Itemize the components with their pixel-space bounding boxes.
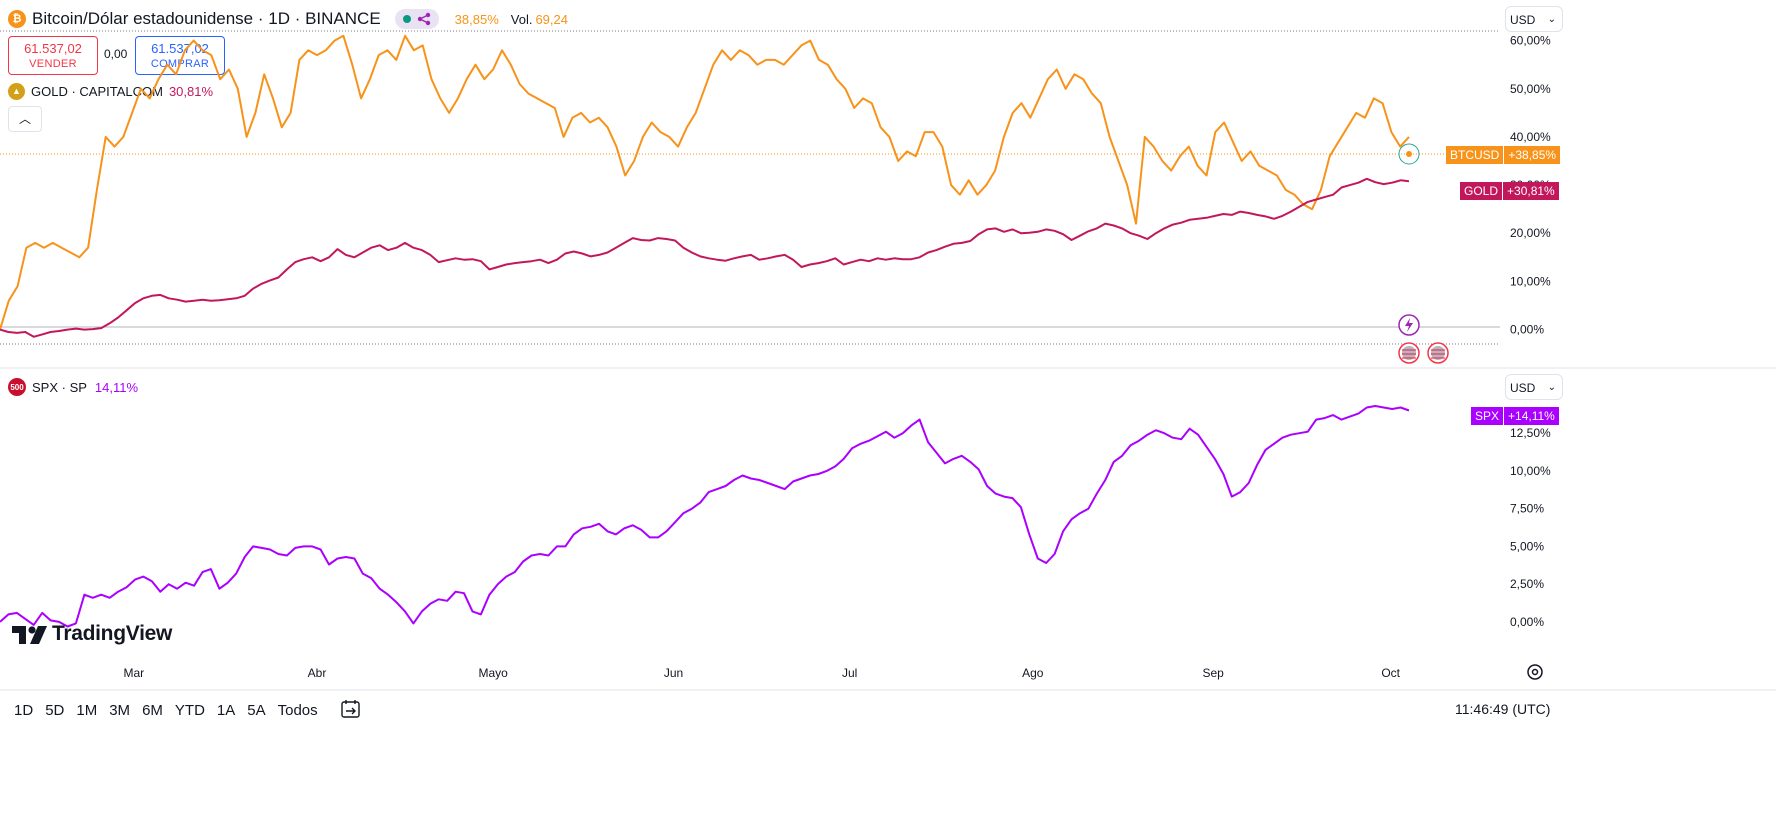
timeframe-bar: 1D 5D 1M 3M 6M YTD 1A 5A Todos xyxy=(14,700,318,720)
chevron-down-icon: ⌄ xyxy=(1547,382,1556,393)
y-tick-label: 0,00% xyxy=(1510,323,1544,337)
btc-tag-value: +38,85% xyxy=(1503,146,1561,164)
buy-price: 61.537,02 xyxy=(151,41,209,56)
utc-clock[interactable]: 11:46:49 (UTC) xyxy=(1455,701,1551,717)
timeframe-1a[interactable]: 1A xyxy=(216,701,236,719)
brand-name: TradingView xyxy=(52,622,173,645)
x-tick-label: Jul xyxy=(842,666,857,680)
btc-tag-name: BTCUSD xyxy=(1446,146,1504,164)
gold-name: GOLD · CAPITALCOM xyxy=(31,83,163,99)
status-pill[interactable] xyxy=(394,9,439,29)
x-axis: Mar Abr Mayo Jun Jul Ago Sep Oct xyxy=(124,666,1401,680)
spx-price-tag: SPX +14,11% xyxy=(1471,407,1559,425)
market-status-dot-icon xyxy=(402,15,411,23)
currency-select-main-value: USD xyxy=(1510,13,1536,27)
x-tick-label: Ago xyxy=(1022,666,1044,680)
currency-select-spx[interactable]: USD ⌄ xyxy=(1505,374,1563,400)
y-tick-label: 12,50% xyxy=(1510,426,1551,440)
x-tick-label: Jun xyxy=(664,666,683,680)
series-line-spx xyxy=(0,405,1410,628)
compare-range-button[interactable] xyxy=(340,698,362,725)
sell-button[interactable]: 61.537,02 VENDER xyxy=(8,36,98,75)
spx-y-axis: 0,00% 2,50% 5,00% 7,50% 10,00% 12,50% xyxy=(1510,426,1551,629)
tradingview-logo-icon xyxy=(12,626,47,644)
x-tick-label: Oct xyxy=(1381,666,1400,680)
y-tick-label: 40,00% xyxy=(1510,130,1551,144)
spx-tag-name: SPX xyxy=(1471,407,1504,425)
settings-gear-icon[interactable] xyxy=(1527,664,1543,680)
volume-label: Vol. xyxy=(510,11,533,27)
gold-tag-value: +30,81% xyxy=(1502,182,1559,200)
timeframe-3m[interactable]: 3M xyxy=(109,701,131,719)
spx-name: SPX · SP xyxy=(32,379,87,395)
volume-value: 69,24 xyxy=(535,11,568,27)
y-tick-label: 0,00% xyxy=(1510,615,1544,629)
chevron-up-icon: ︿ xyxy=(18,112,31,126)
timeframe-todos[interactable]: Todos xyxy=(277,701,318,719)
series-line-gold xyxy=(0,177,1410,338)
spx-series-group xyxy=(0,405,1410,628)
share-icon xyxy=(417,12,430,26)
last-point-dot xyxy=(1406,151,1412,157)
timeframe-5a[interactable]: 5A xyxy=(247,701,266,719)
spx-tag-value: +14,11% xyxy=(1503,407,1559,425)
timeframe-1m[interactable]: 1M xyxy=(76,701,98,719)
currency-select-spx-value: USD xyxy=(1510,381,1536,395)
spx-change: 14,11% xyxy=(94,379,139,395)
timeframe-ytd[interactable]: YTD xyxy=(174,701,205,719)
lightning-event-icon[interactable] xyxy=(1398,314,1420,336)
gold-tag-name: GOLD xyxy=(1460,182,1503,200)
x-tick-label: Abr xyxy=(308,666,327,680)
gold-legend[interactable]: ▲ GOLD · CAPITALCOM 30,81% xyxy=(8,82,213,100)
y-tick-label: 60,00% xyxy=(1510,34,1551,48)
main-series-group xyxy=(0,34,1410,338)
y-tick-label: 2,50% xyxy=(1510,577,1544,591)
bitcoin-icon: ₿ xyxy=(8,10,26,28)
spx-legend[interactable]: 500 SPX · SP 14,11% xyxy=(8,378,138,396)
y-tick-label: 10,00% xyxy=(1510,464,1551,478)
gold-bars-icon: ▲ xyxy=(8,82,25,100)
y-tick-label: 20,00% xyxy=(1510,226,1551,240)
sell-label: VENDER xyxy=(29,58,77,70)
x-tick-label: Sep xyxy=(1202,666,1224,680)
timeframe-5d[interactable]: 5D xyxy=(45,701,65,719)
currency-select-main[interactable]: USD ⌄ xyxy=(1505,6,1563,32)
spx-badge-icon: 500 xyxy=(8,378,26,396)
y-tick-label: 5,00% xyxy=(1510,539,1544,553)
gold-price-tag: GOLD +30,81% xyxy=(1460,182,1559,200)
last-point-ring xyxy=(1398,143,1420,165)
chevron-down-icon: ⌄ xyxy=(1547,14,1556,25)
series-line-btcusd xyxy=(0,34,1410,330)
timeframe-1d[interactable]: 1D xyxy=(14,701,34,719)
us-flag-event-icon-2[interactable] xyxy=(1427,342,1449,364)
gold-change: 30,81% xyxy=(168,83,214,99)
y-tick-label: 7,50% xyxy=(1510,502,1544,516)
x-tick-label: Mayo xyxy=(478,666,508,680)
sell-price: 61.537,02 xyxy=(24,41,82,56)
us-flag-event-icon[interactable] xyxy=(1398,342,1420,364)
symbol-title[interactable]: Bitcoin/Dólar estadounidense · 1D · BINA… xyxy=(32,9,381,28)
header-change: 38,85% xyxy=(454,11,499,27)
chart-header: ₿ Bitcoin/Dólar estadounidense · 1D · BI… xyxy=(8,8,568,30)
calendar-arrow-icon xyxy=(341,700,360,718)
spread-value: 0,00 xyxy=(104,47,128,61)
y-tick-label: 10,00% xyxy=(1510,274,1551,288)
x-tick-label: Mar xyxy=(124,666,145,680)
timeframe-6m[interactable]: 6M xyxy=(142,701,163,719)
collapse-legend-button[interactable]: ︿ xyxy=(8,106,42,132)
btc-price-tag: BTCUSD +38,85% xyxy=(1446,146,1561,164)
tradingview-logo[interactable]: TradingView xyxy=(12,620,172,648)
spx-badge-text: 500 xyxy=(10,382,24,392)
y-tick-label: 50,00% xyxy=(1510,82,1551,96)
